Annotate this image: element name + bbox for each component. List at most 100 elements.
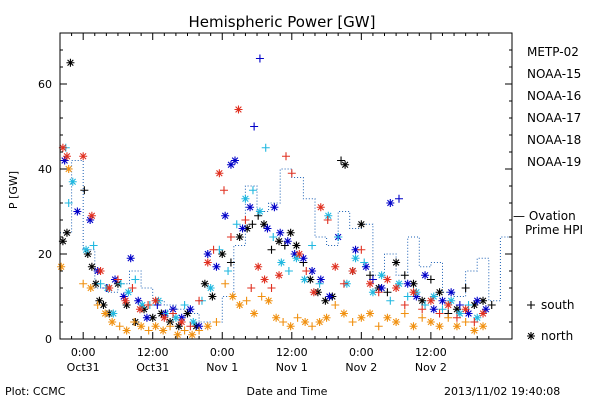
point-noaa-15-north-26 <box>270 203 279 212</box>
point-noaa-15-north-20 <box>231 156 240 165</box>
point-noaa-18-north-6 <box>108 318 117 326</box>
point-metp-02-south-26 <box>248 220 257 229</box>
y-tick-label-60: 60 <box>38 78 52 91</box>
x-tick-time-label-0: 0:00 <box>71 346 96 359</box>
point-metp-02-south-29 <box>267 245 276 254</box>
point-noaa-19-north-12 <box>160 313 169 322</box>
point-noaa-16-south-47 <box>438 305 447 314</box>
point-noaa-18-north-19 <box>203 322 212 331</box>
point-metp-02-south-54 <box>461 284 470 292</box>
point-metp-02-north-35 <box>306 275 315 284</box>
point-noaa-16-south-29 <box>284 267 293 275</box>
point-noaa-15-north-43 <box>421 271 430 280</box>
point-noaa-15-north-17 <box>212 262 221 271</box>
point-noaa-19-north-19 <box>215 169 224 178</box>
point-noaa-15-north-35 <box>351 245 360 254</box>
legend-entry-noaa-15: NOAA-15 <box>527 67 581 81</box>
point-metp-02-north-24 <box>235 233 244 241</box>
point-noaa-16-south-50 <box>464 301 473 309</box>
point-metp-02-north-40 <box>341 160 350 169</box>
point-noaa-15-north-49 <box>473 296 482 305</box>
legend-ovation-line1: — Ovation <box>513 209 576 223</box>
point-metp-02-north-8 <box>99 301 108 309</box>
x-tick-time-label-4: 0:00 <box>349 346 374 359</box>
point-noaa-18-south-46 <box>418 313 427 322</box>
point-noaa-18-north-8 <box>122 326 131 335</box>
point-noaa-18-north-25 <box>250 309 259 318</box>
point-noaa-15-north-9 <box>142 313 151 322</box>
point-noaa-16-north-37 <box>351 254 360 263</box>
point-noaa-19-south-48 <box>435 309 444 318</box>
point-noaa-19-north-33 <box>309 288 318 297</box>
point-noaa-15-north-16 <box>203 250 212 258</box>
point-noaa-15-north-22 <box>246 203 255 212</box>
legend-entry-noaa-19: NOAA-19 <box>527 155 581 169</box>
point-noaa-19-north-31 <box>295 250 304 258</box>
x-tick-time-label-5: 12:00 <box>415 346 447 359</box>
x-tick-date-label-0: Oct31 <box>67 361 100 374</box>
point-noaa-18-north-15 <box>173 330 182 339</box>
point-noaa-15-north-18 <box>221 211 230 220</box>
point-noaa-15-north-48 <box>464 309 473 318</box>
point-noaa-19-north-45 <box>409 288 418 297</box>
point-metp-02-north-42 <box>357 220 366 229</box>
x-tick-date-label-3: Nov 1 <box>276 361 308 374</box>
point-noaa-18-south-21 <box>221 279 230 288</box>
point-noaa-16-south-27 <box>269 233 278 241</box>
point-noaa-18-north-40 <box>366 309 375 318</box>
point-noaa-18-north-5 <box>101 309 110 318</box>
point-noaa-18-north-0 <box>57 262 66 271</box>
point-noaa-19-north-25 <box>254 262 263 271</box>
point-noaa-18-north-32 <box>301 318 310 326</box>
point-noaa-19-south-52 <box>470 318 479 326</box>
point-metp-02-north-30 <box>275 237 284 246</box>
point-metp-02-north-56 <box>479 296 488 305</box>
point-metp-02-south-50 <box>426 275 435 284</box>
point-metp-02-north-11 <box>122 301 131 309</box>
point-noaa-15-north-39 <box>386 199 395 207</box>
point-noaa-16-north-25 <box>255 207 264 216</box>
point-metp-02-north-15 <box>157 309 166 318</box>
point-noaa-19-south-21 <box>226 233 235 241</box>
point-noaa-15-south-24 <box>255 54 264 63</box>
point-noaa-18-north-47 <box>426 318 435 326</box>
point-noaa-16-north-30 <box>292 254 301 263</box>
point-metp-02-south-39 <box>337 156 346 165</box>
point-noaa-19-north-40 <box>366 279 375 288</box>
point-noaa-19-north-34 <box>316 203 325 212</box>
point-noaa-15-north-27 <box>276 228 285 237</box>
point-noaa-16-south-43 <box>403 292 412 301</box>
point-metp-02-south-23 <box>226 258 235 267</box>
point-metp-02-north-55 <box>470 301 479 309</box>
point-noaa-19-south-37 <box>339 279 348 288</box>
point-noaa-18-north-22 <box>228 292 237 301</box>
x-tick-date-label-2: Nov 1 <box>206 361 238 374</box>
chart-title: Hemispheric Power [GW] <box>189 13 376 31</box>
point-noaa-15-north-30 <box>299 254 308 263</box>
legend-ovation-line2: Prime HPI <box>525 223 583 237</box>
point-noaa-16-north-48 <box>447 296 456 305</box>
point-noaa-19-north-4 <box>96 267 105 275</box>
axes-group: 0 20 40 60 0:00 Oct31 12:00 Oct31 0:00 Nov 1 12:00… <box>38 32 513 374</box>
point-noaa-16-north-19 <box>206 284 215 292</box>
point-metp-02-north-14 <box>148 313 157 322</box>
point-noaa-16-south-26 <box>261 143 270 152</box>
point-noaa-18-north-39 <box>357 313 366 322</box>
point-noaa-16-south-41 <box>386 296 395 305</box>
point-noaa-15-north-28 <box>283 237 292 246</box>
point-noaa-19-north-0 <box>58 143 67 152</box>
point-noaa-16-north-34 <box>324 211 333 220</box>
point-noaa-19-north-5 <box>105 284 114 292</box>
point-noaa-18-north-13 <box>159 326 168 335</box>
point-noaa-15-north-13 <box>177 313 186 322</box>
point-noaa-15-north-6 <box>119 292 128 301</box>
point-metp-02-north-4 <box>83 250 92 258</box>
point-noaa-18-south-16 <box>180 326 189 335</box>
point-noaa-18-south-20 <box>212 318 221 326</box>
point-metp-02-north-17 <box>174 322 183 331</box>
point-noaa-16-south-32 <box>308 241 317 250</box>
point-noaa-19-south-32 <box>302 267 311 275</box>
x-axis-label: Date and Time <box>247 385 328 398</box>
point-metp-02-north-51 <box>435 288 444 297</box>
